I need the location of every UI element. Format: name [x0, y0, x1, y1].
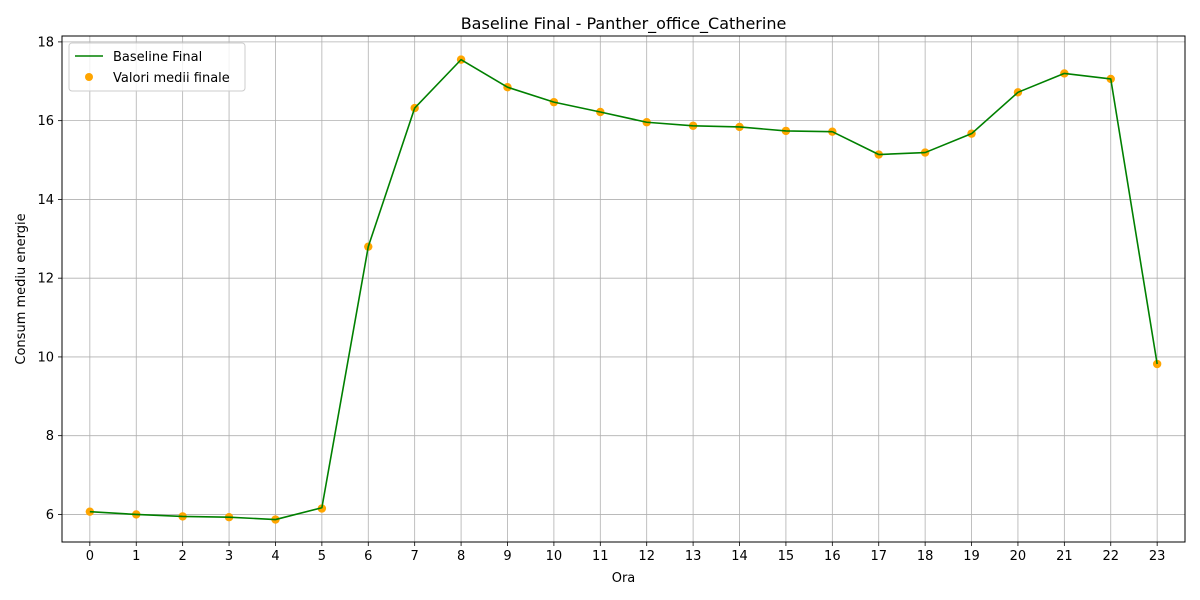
x-tick-label: 20 — [1010, 549, 1027, 564]
legend: Baseline Final Valori medii finale — [68, 42, 246, 92]
plot-frame — [61, 35, 1186, 543]
x-tick-label: 23 — [1149, 549, 1166, 564]
legend-box — [68, 42, 246, 92]
legend-label-valori: Valori medii finale — [113, 71, 230, 86]
y-axis-label: Consum mediu energie — [14, 213, 29, 364]
chart-title: Baseline Final - Panther_office_Catherin… — [461, 14, 787, 34]
x-tick-label: 0 — [86, 549, 94, 564]
x-tick-label: 6 — [364, 549, 372, 564]
axis-ticks: 0 1 2 3 4 5 6 7 8 9 10 11 12 13 14 15 16 17 18 19 20 21 22 2368… — [37, 35, 1165, 564]
x-tick-label: 2 — [179, 549, 187, 564]
x-tick-label: 17 — [870, 549, 887, 564]
x-tick-label: 15 — [778, 549, 795, 564]
x-tick-label: 22 — [1102, 549, 1119, 564]
x-tick-label: 14 — [731, 549, 748, 564]
x-tick-label: 11 — [592, 549, 609, 564]
y-tick-label: 18 — [37, 35, 54, 50]
series-layer — [85, 55, 1162, 524]
y-tick-label: 14 — [37, 193, 54, 208]
x-tick-label: 12 — [638, 549, 655, 564]
x-tick-label: 19 — [963, 549, 980, 564]
x-tick-label: 16 — [824, 549, 841, 564]
x-tick-label: 5 — [318, 549, 326, 564]
x-tick-label: 18 — [917, 549, 934, 564]
x-tick-label: 13 — [685, 549, 702, 564]
scatter-point — [1152, 359, 1162, 369]
x-tick-label: 4 — [271, 549, 279, 564]
x-tick-label: 1 — [132, 549, 140, 564]
y-tick-label: 10 — [37, 350, 54, 365]
x-tick-label: 9 — [503, 549, 511, 564]
legend-marker-swatch — [85, 73, 93, 81]
x-tick-label: 10 — [546, 549, 563, 564]
y-tick-label: 6 — [46, 508, 54, 523]
baseline-line — [89, 58, 1158, 521]
x-tick-label: 3 — [225, 549, 233, 564]
x-axis-label: Ora — [612, 571, 636, 586]
x-tick-label: 7 — [411, 549, 419, 564]
grid-lines — [62, 36, 1185, 542]
y-tick-label: 12 — [37, 272, 54, 287]
legend-label-baseline: Baseline Final — [113, 50, 202, 65]
x-tick-label: 8 — [457, 549, 465, 564]
y-tick-label: 8 — [46, 429, 54, 444]
y-tick-label: 16 — [37, 114, 54, 129]
x-tick-label: 21 — [1056, 549, 1073, 564]
